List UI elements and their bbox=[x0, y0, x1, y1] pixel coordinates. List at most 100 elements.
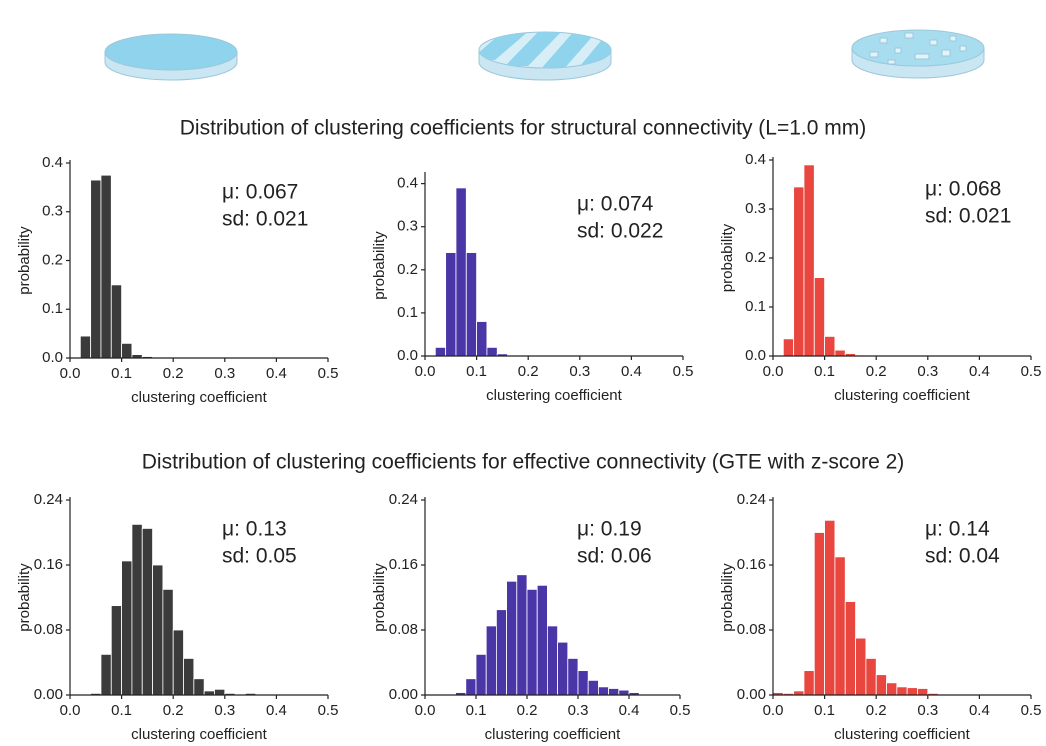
bar bbox=[455, 187, 467, 357]
x-tick-label: 0.3 bbox=[569, 363, 590, 380]
bar bbox=[90, 179, 102, 359]
bar bbox=[587, 679, 599, 696]
bar bbox=[547, 625, 559, 696]
y-tick-label: 0.1 bbox=[42, 300, 63, 317]
annotation: μ: 0.19 bbox=[577, 518, 642, 541]
x-axis-label: clustering coefficient bbox=[486, 387, 622, 404]
bar bbox=[793, 186, 805, 357]
x-axis-label: clustering coefficient bbox=[131, 389, 267, 406]
x-tick-label: 0.2 bbox=[517, 702, 538, 719]
x-axis-label: clustering coefficient bbox=[834, 726, 970, 743]
bar bbox=[917, 688, 929, 696]
bar bbox=[203, 690, 215, 696]
y-axis-label: probability bbox=[719, 223, 736, 292]
annotation: μ: 0.068 bbox=[925, 178, 1001, 201]
bar bbox=[465, 252, 477, 357]
x-tick-label: 0.4 bbox=[969, 363, 990, 380]
y-tick-label: 0.3 bbox=[745, 200, 766, 217]
y-tick-label: 0.3 bbox=[397, 218, 418, 235]
bar bbox=[172, 629, 184, 696]
bar bbox=[813, 277, 826, 357]
bar bbox=[121, 342, 133, 359]
x-tick-label: 0.3 bbox=[917, 363, 938, 380]
bar bbox=[100, 653, 112, 696]
bar bbox=[214, 688, 226, 696]
x-axis-label: clustering coefficient bbox=[485, 726, 621, 743]
x-tick-label: 0.2 bbox=[866, 702, 887, 719]
annotation: sd: 0.022 bbox=[577, 220, 663, 243]
disk-plain bbox=[104, 33, 238, 81]
x-tick-label: 0.1 bbox=[466, 702, 487, 719]
x-tick-label: 0.0 bbox=[763, 363, 784, 380]
disk-striped bbox=[478, 31, 612, 81]
y-tick-label: 0.00 bbox=[389, 686, 418, 703]
y-tick-label: 0.00 bbox=[737, 686, 766, 703]
disk-patterned bbox=[851, 29, 985, 79]
y-tick-label: 0.0 bbox=[397, 347, 418, 364]
bar bbox=[608, 688, 620, 696]
y-axis-label: probability bbox=[16, 226, 33, 295]
bar bbox=[803, 164, 815, 357]
y-tick-label: 0.1 bbox=[397, 304, 418, 321]
x-tick-label: 0.4 bbox=[969, 702, 990, 719]
bar bbox=[516, 574, 528, 696]
y-tick-label: 0.16 bbox=[389, 556, 418, 573]
bar bbox=[865, 658, 877, 696]
x-tick-label: 0.4 bbox=[266, 702, 287, 719]
bar bbox=[803, 670, 815, 696]
bar bbox=[162, 588, 174, 696]
x-tick-label: 0.1 bbox=[814, 363, 835, 380]
bar bbox=[577, 670, 589, 696]
bar bbox=[445, 252, 457, 357]
section-title: Distribution of clustering coefficients … bbox=[142, 451, 905, 474]
x-tick-label: 0.4 bbox=[621, 363, 642, 380]
x-tick-label: 0.4 bbox=[619, 702, 640, 719]
bar bbox=[193, 678, 205, 696]
bar bbox=[598, 686, 610, 696]
bar bbox=[121, 560, 133, 696]
x-tick-label: 0.2 bbox=[866, 363, 887, 380]
x-tick-label: 0.2 bbox=[163, 365, 184, 382]
bar bbox=[475, 653, 487, 696]
y-tick-label: 0.4 bbox=[42, 154, 63, 171]
y-tick-label: 0.4 bbox=[745, 151, 766, 168]
annotation: μ: 0.13 bbox=[222, 518, 287, 541]
bar bbox=[476, 321, 488, 357]
bar bbox=[536, 584, 548, 696]
bar bbox=[434, 346, 447, 357]
x-tick-label: 0.5 bbox=[318, 365, 339, 382]
bar bbox=[495, 609, 507, 696]
bar bbox=[844, 601, 856, 696]
annotation: μ: 0.067 bbox=[222, 181, 298, 204]
y-tick-label: 0.2 bbox=[397, 261, 418, 278]
bar bbox=[875, 674, 887, 696]
bar bbox=[100, 174, 112, 359]
annotation: sd: 0.021 bbox=[925, 205, 1011, 228]
x-tick-label: 0.3 bbox=[214, 365, 235, 382]
x-tick-label: 0.5 bbox=[1021, 702, 1042, 719]
x-tick-label: 0.4 bbox=[266, 365, 287, 382]
bar bbox=[618, 689, 630, 696]
bar bbox=[152, 564, 164, 696]
bar bbox=[793, 690, 805, 696]
y-axis-label: probability bbox=[16, 563, 33, 632]
x-tick-label: 0.5 bbox=[318, 702, 339, 719]
y-tick-label: 0.4 bbox=[397, 175, 418, 192]
x-tick-label: 0.0 bbox=[415, 363, 436, 380]
bar bbox=[886, 682, 898, 696]
bar bbox=[813, 532, 826, 696]
section-title: Distribution of clustering coefficients … bbox=[180, 117, 866, 140]
bar bbox=[834, 349, 846, 357]
y-axis-label: probability bbox=[371, 563, 388, 632]
bar bbox=[896, 686, 908, 696]
bar bbox=[131, 523, 143, 696]
x-tick-label: 0.3 bbox=[917, 702, 938, 719]
annotation: sd: 0.05 bbox=[222, 545, 297, 568]
bar bbox=[824, 335, 836, 357]
bar bbox=[834, 556, 846, 696]
annotation: μ: 0.074 bbox=[577, 193, 654, 216]
y-tick-label: 0.16 bbox=[34, 556, 63, 573]
x-tick-label: 0.5 bbox=[670, 702, 691, 719]
x-tick-label: 0.0 bbox=[415, 702, 436, 719]
